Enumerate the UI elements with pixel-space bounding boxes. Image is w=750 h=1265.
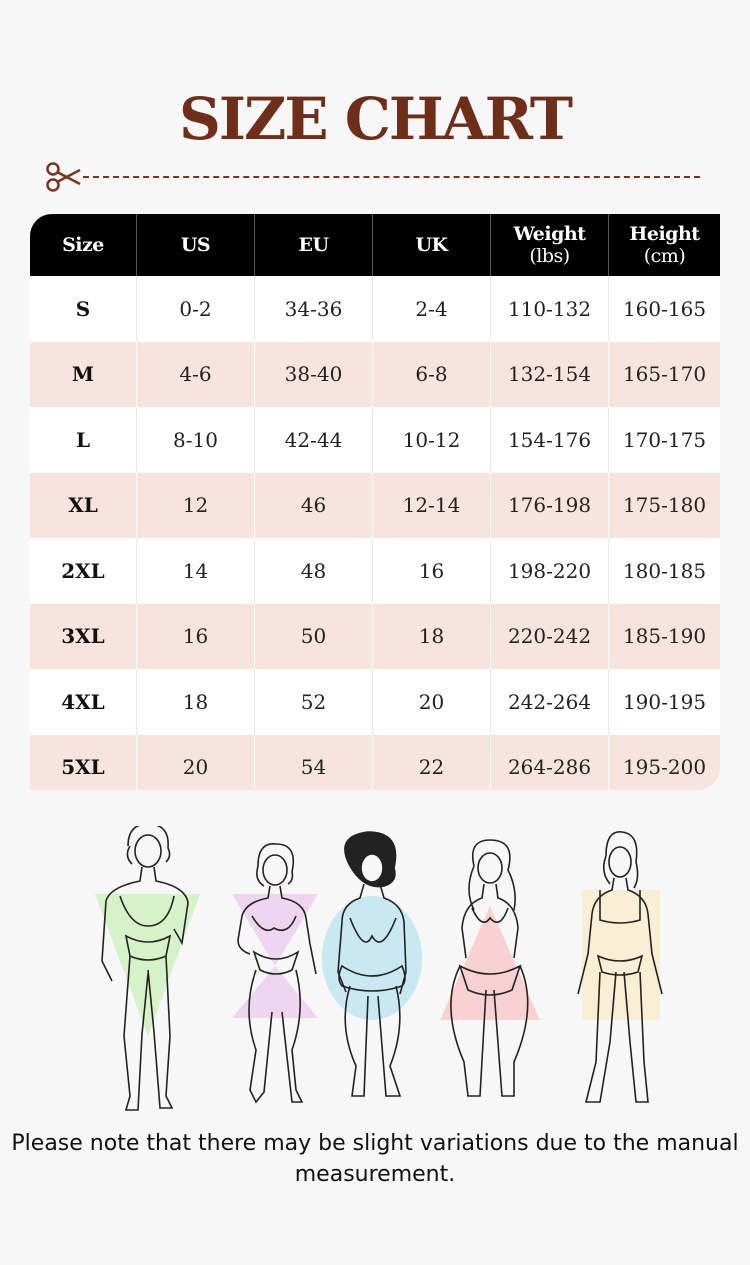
- size-cell: XL: [30, 472, 137, 538]
- size-table: Size US EU UK Weight (lbs) Height (cm) S 0-…: [30, 214, 720, 790]
- table-cell: 20: [137, 734, 255, 790]
- table-cell: 2-4: [373, 276, 491, 342]
- table-cell: 165-170: [622, 362, 707, 387]
- cut-line: [45, 160, 700, 194]
- table-cell: 10-12: [373, 407, 491, 473]
- table-cell: 220-242: [491, 603, 609, 669]
- size-cell: S: [30, 276, 137, 342]
- header-size: Size: [30, 214, 137, 276]
- table-cell: 16: [137, 603, 255, 669]
- table-cell: 16: [373, 538, 491, 604]
- table-cell: 34-36: [255, 276, 373, 342]
- table-cell: 18: [373, 603, 491, 669]
- table-cell: 12: [137, 472, 255, 538]
- size-cell: 3XL: [30, 603, 137, 669]
- measurement-note: Please note that there may be slight var…: [11, 1131, 739, 1187]
- table-cell: 12-14: [373, 472, 491, 538]
- table-cell: 22: [373, 734, 491, 790]
- table-cell: 42-44: [255, 407, 373, 473]
- table-cell: 46: [255, 472, 373, 538]
- table-row: 2XL 14 48 16 198-220 180-185: [30, 538, 720, 604]
- size-cell: 5XL: [30, 734, 137, 790]
- table-cell: 18: [137, 669, 255, 735]
- table-row: 5XL 20 54 22 264-286 195-200: [30, 734, 720, 790]
- dashed-line: [83, 176, 700, 178]
- table-cell: 0-2: [137, 276, 255, 342]
- page-title: SIZE CHART: [178, 85, 573, 153]
- table-row: 3XL 16 50 18 220-242 185-190: [30, 603, 720, 669]
- table-cell: 180-185: [622, 558, 707, 583]
- table-row: S 0-2 34-36 2-4 110-132 160-165: [30, 276, 720, 342]
- table-cell: 8-10: [137, 407, 255, 473]
- header-us: US: [137, 214, 255, 276]
- table-row: L 8-10 42-44 10-12 154-176 170-175: [30, 407, 720, 473]
- table-cell: 4-6: [137, 341, 255, 407]
- table-cell: 14: [137, 538, 255, 604]
- scissors-icon: [45, 160, 81, 198]
- table-cell: 190-195: [622, 689, 707, 714]
- figure-inverted-triangle: [95, 826, 200, 1111]
- header-weight: Weight (lbs): [491, 214, 609, 276]
- figure-apple: [322, 831, 422, 1097]
- table-cell: 264-286: [491, 734, 609, 790]
- body-shape-illustrations: [95, 826, 663, 1111]
- table-cell: 48: [255, 538, 373, 604]
- table-row: M 4-6 38-40 6-8 132-154 165-170: [30, 341, 720, 407]
- figure-hourglass: [232, 843, 318, 1104]
- table-cell: 38-40: [255, 341, 373, 407]
- table-row: 4XL 18 52 20 242-264 190-195: [30, 669, 720, 735]
- table-cell: 195-200: [622, 755, 707, 780]
- table-header: Size US EU UK Weight (lbs) Height (cm): [30, 214, 720, 276]
- table-cell: 170-175: [622, 427, 707, 452]
- table-cell: 50: [255, 603, 373, 669]
- table-cell: 198-220: [491, 538, 609, 604]
- table-cell: 20: [373, 669, 491, 735]
- table-row: XL 12 46 12-14 176-198 175-180: [30, 472, 720, 538]
- size-cell: L: [30, 407, 137, 473]
- table-body: S 0-2 34-36 2-4 110-132 160-165 M 4-6 38-40 6-8 13…: [30, 276, 720, 790]
- table-cell: 154-176: [491, 407, 609, 473]
- size-cell: 2XL: [30, 538, 137, 604]
- table-cell: 242-264: [491, 669, 609, 735]
- header-height: Height (cm): [629, 223, 700, 267]
- table-cell: 52: [255, 669, 373, 735]
- figure-rectangle: [577, 831, 663, 1103]
- size-cell: M: [30, 341, 137, 407]
- figure-pear: [440, 839, 540, 1097]
- header-eu: EU: [255, 214, 373, 276]
- table-cell: 176-198: [491, 472, 609, 538]
- header-uk: UK: [373, 214, 491, 276]
- table-cell: 6-8: [373, 341, 491, 407]
- table-cell: 110-132: [491, 276, 609, 342]
- size-cell: 4XL: [30, 669, 137, 735]
- table-cell: 175-180: [622, 493, 707, 518]
- table-cell: 185-190: [622, 624, 707, 649]
- table-cell: 160-165: [622, 296, 707, 321]
- table-cell: 54: [255, 734, 373, 790]
- table-cell: 132-154: [491, 341, 609, 407]
